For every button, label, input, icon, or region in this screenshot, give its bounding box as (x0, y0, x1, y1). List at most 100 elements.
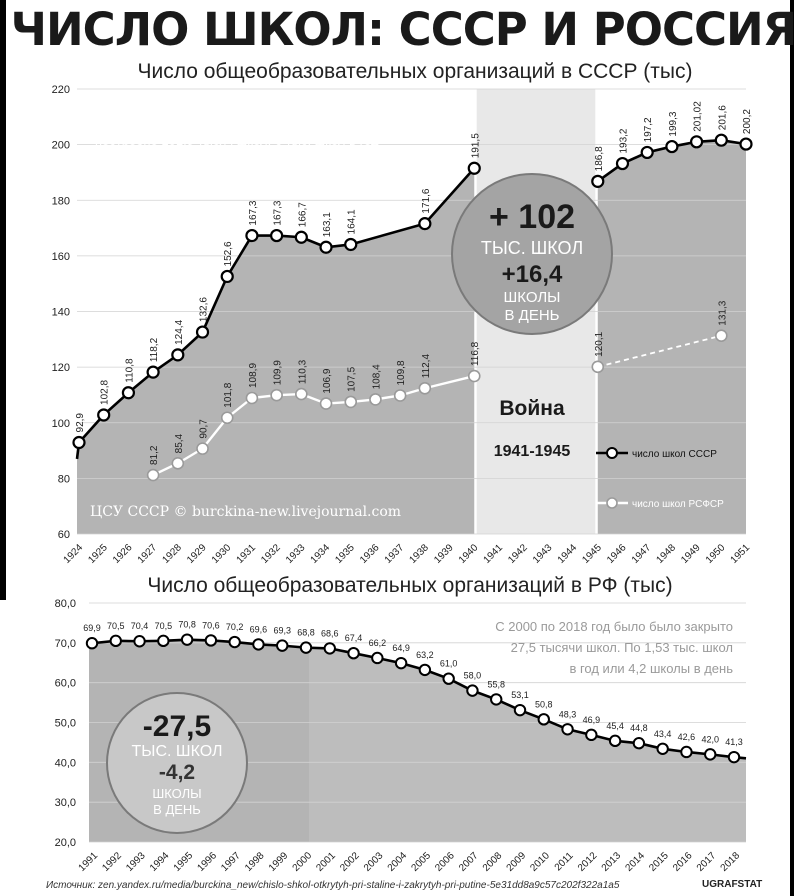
rsfsr-point (270, 388, 283, 402)
x-tick-label: 1941 (482, 542, 506, 566)
y-tick-label: 40,0 (55, 757, 76, 769)
y-tick-label: 100 (52, 418, 70, 430)
y-tick-label: 140 (52, 307, 70, 319)
badge-per-day-unit: ШКОЛЫ (504, 289, 561, 306)
x-tick-label: 2013 (600, 850, 624, 874)
y-tick-label: 200 (52, 140, 70, 152)
badge-per-day-unit2: В ДЕНЬ (504, 307, 559, 324)
ussr-point-label: 171,6 (421, 188, 432, 213)
y-tick-label: 220 (52, 84, 70, 96)
x-tick-label: 1942 (506, 542, 530, 566)
rf-point (371, 651, 384, 665)
rf-point-label: 70,5 (155, 621, 173, 631)
period-band (309, 603, 746, 842)
x-tick-label: 2004 (386, 850, 410, 874)
x-tick-label: 1925 (86, 542, 110, 566)
rf-point-label: 68,6 (321, 628, 339, 638)
x-tick-label: 2007 (457, 850, 481, 874)
rsfsr-point-label: 101,8 (223, 382, 234, 407)
rf-point-label: 43,4 (654, 729, 672, 739)
x-tick-label: 2001 (314, 850, 338, 874)
legend-rsfsr-marker (606, 497, 618, 509)
x-tick-label: 1950 (704, 542, 728, 566)
annotation-line: в год или 4,2 школы в день (569, 661, 733, 676)
rf-point-label: 64,9 (392, 643, 410, 653)
rsfsr-point-label: 107,5 (347, 366, 358, 391)
legend-ussr-label: число школ СССР (632, 449, 717, 460)
rsfsr-point-label: 120,1 (594, 331, 605, 356)
rsfsr-point (418, 381, 432, 395)
ussr-point (294, 230, 308, 244)
rf-point (513, 703, 527, 717)
ussr-point-label: 102,8 (100, 379, 111, 404)
annotation-line: 27,5 тысячи школ. По 1,53 тыс. школ (511, 640, 733, 655)
rsfsr-point-label: 109,8 (396, 360, 407, 385)
rf-point (632, 737, 646, 750)
ussr-area-postwar (597, 140, 746, 535)
rf-point-label: 70,5 (107, 621, 125, 631)
y-tick-label: 20,0 (55, 837, 76, 849)
ussr-point (689, 135, 704, 149)
x-tick-label: 1998 (243, 850, 267, 874)
ussr-point (665, 139, 679, 154)
rf-point (85, 637, 99, 650)
x-tick-label: 1944 (556, 542, 580, 566)
x-tick-label: 1930 (210, 542, 234, 566)
rf-point-label: 68,8 (297, 628, 315, 638)
rf-point (656, 742, 669, 755)
rf-point (704, 748, 717, 761)
badge-unit: ТЫС. ШКОЛ (132, 743, 223, 760)
ussr-point (739, 137, 753, 151)
rf-point-label: 46,9 (583, 715, 601, 725)
x-tick-label: 2015 (647, 850, 671, 874)
rsfsr-point (146, 468, 160, 482)
ussr-point (245, 228, 259, 243)
x-tick-label: 1934 (309, 542, 333, 566)
ussr-point-label: 201,02 (693, 101, 704, 132)
badge-per-day-value: -4,2 (159, 761, 195, 784)
rf-point-label: 66,2 (369, 638, 387, 648)
rsfsr-line-postwar (597, 334, 722, 368)
ussr-point-label: 110,8 (124, 358, 135, 383)
rsfsr-point (220, 411, 234, 425)
rf-point-label: 69,9 (83, 623, 101, 633)
ussr-point (418, 217, 432, 231)
y-tick-label: 60 (58, 529, 70, 541)
rf-point-label: 67,4 (345, 633, 363, 643)
rf-point-label: 70,8 (178, 620, 196, 630)
ussr-point-label: 118,2 (149, 337, 160, 362)
y-tick-label: 60,0 (55, 678, 76, 690)
badge-circle (106, 692, 248, 834)
rsfsr-point (344, 395, 358, 409)
ussr-point (344, 237, 358, 252)
x-tick-label: 1949 (679, 542, 703, 566)
x-tick-label: 1946 (605, 542, 629, 566)
x-tick-label: 2002 (338, 850, 362, 874)
rf-point (466, 684, 479, 697)
ussr-point-label: 197,2 (643, 117, 654, 142)
ussr-point-label: 167,3 (273, 200, 284, 225)
x-tick-label: 2003 (362, 850, 386, 874)
rsfsr-point-label: 108,4 (371, 364, 382, 389)
x-tick-label: 1993 (124, 850, 148, 874)
rf-point (680, 745, 693, 759)
rf-point (418, 663, 432, 677)
rf-point (109, 634, 122, 648)
annotation-line: построено 101,9 тысяч школ. 6 тыс. школ … (95, 133, 379, 148)
x-tick-label: 2011 (553, 850, 576, 873)
x-tick-label: 2017 (695, 850, 719, 874)
rf-point-label: 58,0 (464, 671, 482, 681)
rsfsr-point (295, 387, 308, 401)
rf-point-label: 41,3 (725, 737, 743, 747)
x-tick-label: 1996 (195, 850, 219, 874)
rsfsr-point (714, 329, 728, 342)
y-tick-label: 180 (52, 195, 70, 207)
ussr-point (195, 325, 210, 339)
rf-point (180, 633, 194, 646)
main-title: ЧИСЛО ШКОЛ: СССР И РОССИЯ (10, 3, 798, 56)
rsfsr-point (393, 389, 407, 402)
rf-point (133, 635, 146, 648)
rsfsr-point-label: 131,3 (717, 300, 728, 325)
x-tick-label: 2009 (505, 850, 529, 874)
